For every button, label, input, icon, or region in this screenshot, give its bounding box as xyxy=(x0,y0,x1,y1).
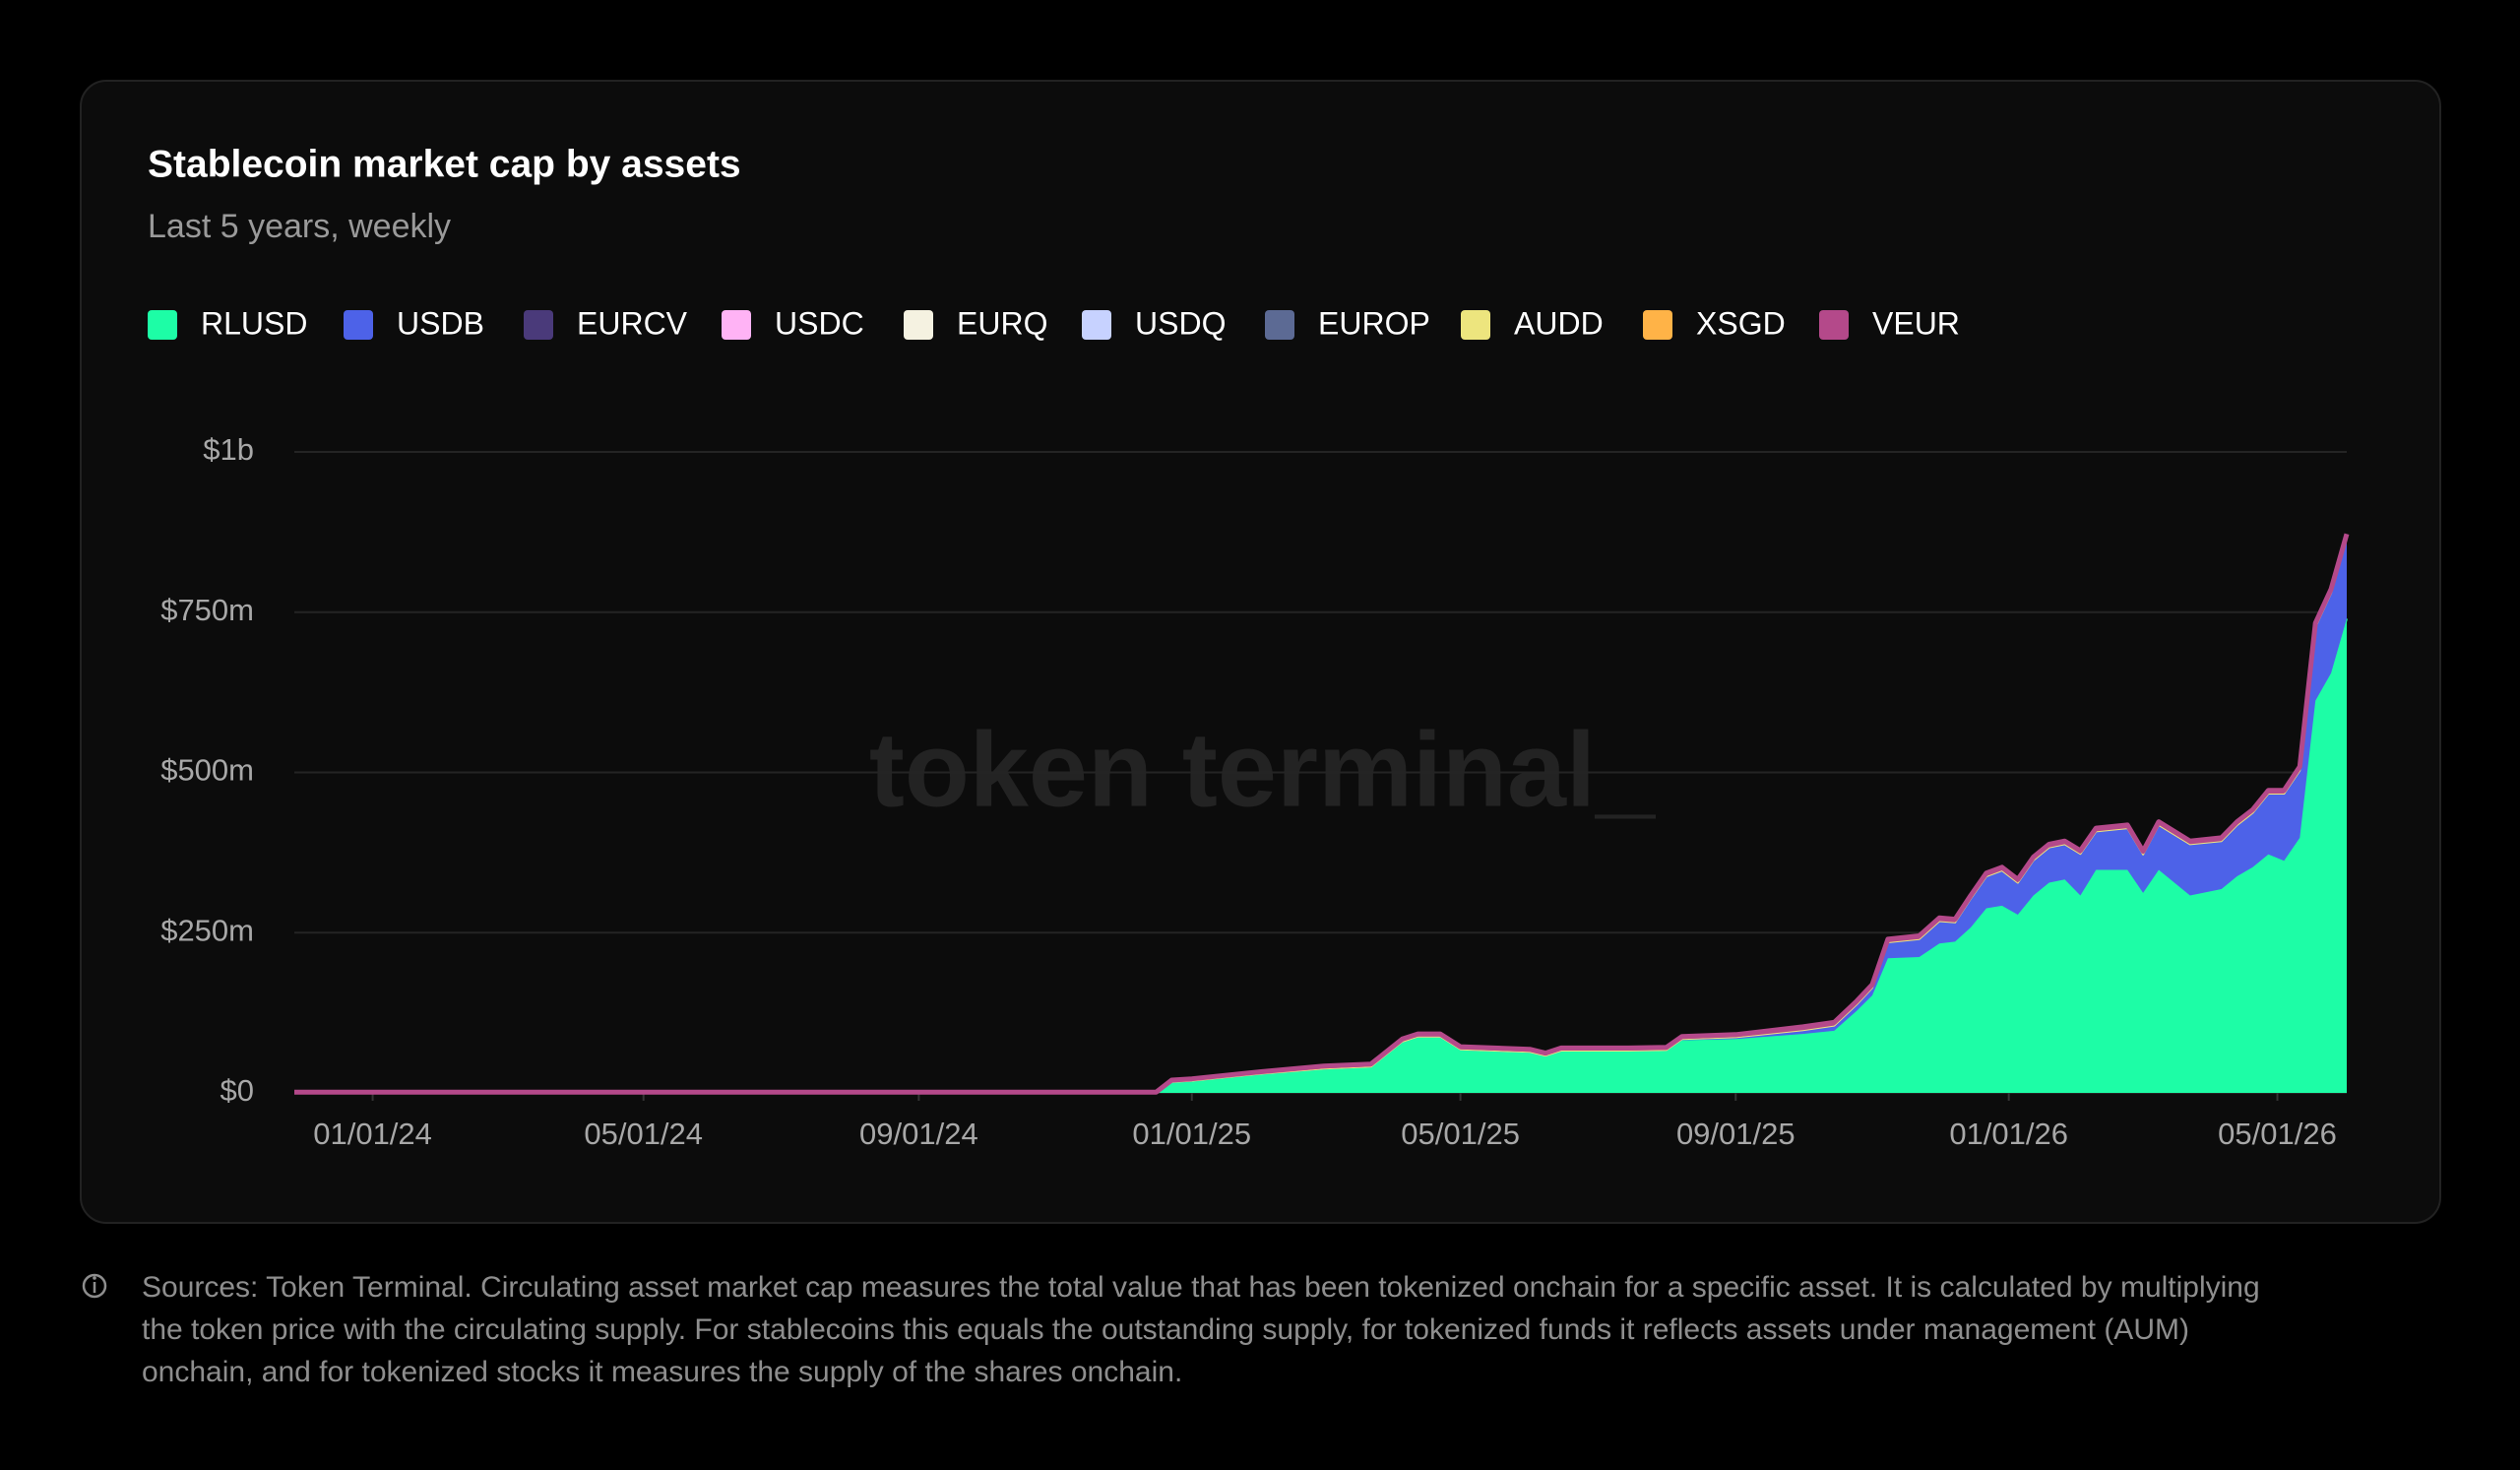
legend-swatch xyxy=(1643,310,1672,340)
x-tick-label: 09/01/25 xyxy=(1676,1117,1796,1151)
y-tick-label: $250m xyxy=(160,913,254,947)
x-tick-label: 05/01/25 xyxy=(1401,1117,1520,1151)
y-tick-label: $0 xyxy=(220,1073,254,1108)
legend-label: EURQ xyxy=(957,305,1047,341)
legend-swatch xyxy=(1265,310,1294,340)
legend-label: EUROP xyxy=(1318,305,1430,341)
x-tick-label: 09/01/24 xyxy=(859,1117,978,1151)
x-tick-label: 05/01/26 xyxy=(2218,1117,2337,1151)
watermark: token terminal_ xyxy=(869,710,1657,829)
legend-swatch xyxy=(524,310,553,340)
legend-swatch xyxy=(1819,310,1849,340)
legend-label: EURCV xyxy=(577,305,688,341)
card xyxy=(80,80,2441,1224)
chart-subtitle: Last 5 years, weekly xyxy=(148,208,451,245)
legend-swatch xyxy=(1461,310,1490,340)
x-tick-label: 01/01/25 xyxy=(1132,1117,1251,1151)
y-tick-label: $1b xyxy=(203,432,254,467)
footnote: Sources: Token Terminal. Circulating ass… xyxy=(142,1271,2260,1388)
x-tick-label: 05/01/24 xyxy=(584,1117,703,1151)
x-tick-label: 01/01/26 xyxy=(1949,1117,2068,1151)
legend-label: USDB xyxy=(397,305,484,341)
legend-label: AUDD xyxy=(1514,305,1604,341)
chart-title: Stablecoin market cap by assets xyxy=(148,143,741,185)
area xyxy=(294,618,2347,1093)
legend-label: RLUSD xyxy=(201,305,307,341)
legend-swatch xyxy=(148,310,177,340)
y-tick-label: $500m xyxy=(160,753,254,788)
legend-label: USDQ xyxy=(1135,305,1226,341)
x-tick-label: 01/01/24 xyxy=(313,1117,432,1151)
area-edge xyxy=(294,533,2350,1095)
legend-swatch xyxy=(904,310,933,340)
legend-swatch xyxy=(722,310,751,340)
legend-label: VEUR xyxy=(1872,305,1960,341)
y-tick-label: $750m xyxy=(160,593,254,627)
legend-label: USDC xyxy=(775,305,864,341)
legend-swatch xyxy=(344,310,373,340)
legend-label: XSGD xyxy=(1696,305,1786,341)
legend-swatch xyxy=(1082,310,1111,340)
info-icon xyxy=(82,1273,107,1299)
